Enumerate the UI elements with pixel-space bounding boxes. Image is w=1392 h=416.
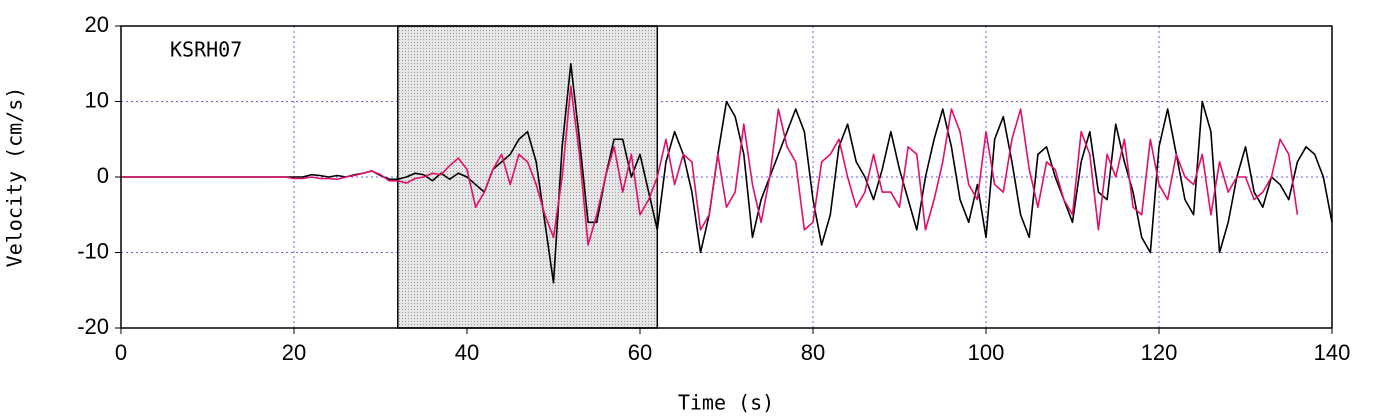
x-tick-label: 140 (1314, 340, 1351, 365)
velocity-line (121, 85, 1299, 246)
x-tick-label: 0 (115, 340, 127, 365)
station-label: KSRH07 (170, 38, 242, 62)
x-tick-label: 100 (968, 340, 1005, 365)
plot-frame (120, 25, 1333, 329)
y-tick-label: -20 (77, 314, 109, 339)
x-tick-label: 20 (282, 340, 306, 365)
x-tick-label: 120 (1141, 340, 1178, 365)
y-tick-label: 0 (97, 163, 109, 188)
x-axis-label: Time (s) (678, 391, 774, 415)
highlight-dots (397, 25, 659, 329)
x-tick-label: 60 (628, 340, 652, 365)
y-axis-label: Velocity (cm/s) (3, 87, 27, 268)
x-tick-label: 40 (455, 340, 479, 365)
y-tick-label: 10 (85, 87, 109, 112)
y-tick-label: 20 (85, 12, 109, 37)
velocity-line (121, 62, 1333, 284)
y-tick-label: -10 (77, 238, 109, 263)
x-tick-label: 80 (801, 340, 825, 365)
